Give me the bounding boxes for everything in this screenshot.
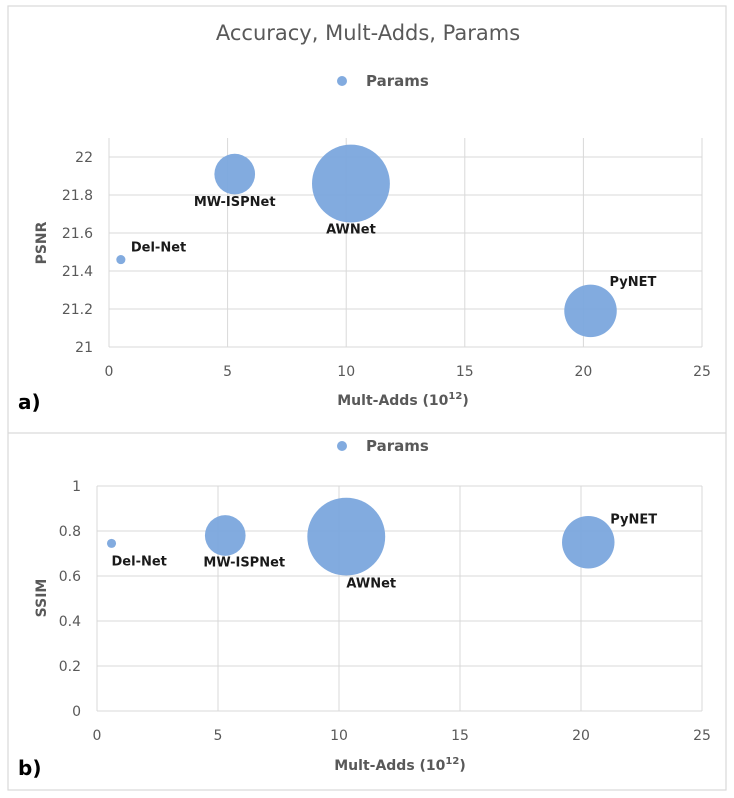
bubble-pynet xyxy=(562,516,615,569)
y-tick-label: 21.6 xyxy=(62,226,93,242)
chart-title: Accuracy, Mult-Adds, Params xyxy=(216,21,520,45)
x-tick-label: 20 xyxy=(572,728,590,744)
bubble-mw-ispnet xyxy=(214,153,256,195)
figure-frame xyxy=(7,5,727,791)
x-axis-label-a: Mult-Adds (1012) xyxy=(337,391,469,409)
bubble-mw-ispnet xyxy=(204,515,246,556)
legend-b-marker xyxy=(337,441,347,451)
bubble-awnet xyxy=(312,144,390,223)
x-tick-label: 10 xyxy=(337,364,355,380)
data-label-awnet: AWNet xyxy=(346,577,396,592)
x-axis-label-b: Mult-Adds (1012) xyxy=(334,756,466,774)
data-label-mw-ispnet: MW-ISPNet xyxy=(194,195,276,210)
x-tick-label: 15 xyxy=(451,728,469,744)
x-tick-label: 0 xyxy=(105,364,114,380)
y-axis-label-b: SSIM xyxy=(34,579,50,618)
x-tick-label: 5 xyxy=(223,364,232,380)
data-label-del-net: Del-Net xyxy=(112,554,167,569)
x-tick-label: 0 xyxy=(93,728,102,744)
y-tick-label: 21 xyxy=(75,340,93,356)
panel-a-tag: a) xyxy=(18,390,41,414)
x-tick-label: 25 xyxy=(693,364,711,380)
data-label-awnet: AWNet xyxy=(326,223,376,238)
data-label-pynet: PyNET xyxy=(610,512,657,527)
y-axis-label-a: PSNR xyxy=(34,221,50,264)
plot-area-a: 21 21.2 21.4 21.6 21.8 22 0 5 10 15 20 25 Del-Net MW-… xyxy=(62,138,711,380)
legend-b-label: Params xyxy=(366,437,429,455)
bubble-awnet xyxy=(307,497,386,576)
bubble-del-net xyxy=(116,255,126,265)
legend-a: Params xyxy=(337,72,429,90)
legend-b: Params xyxy=(337,437,429,455)
legend-a-marker xyxy=(337,76,347,86)
y-tick-label: 21.4 xyxy=(62,264,93,280)
bubble-pynet xyxy=(564,284,617,338)
data-label-pynet: PyNET xyxy=(610,275,657,290)
y-tick-label: 0.6 xyxy=(59,569,81,585)
y-tick-label: 21.2 xyxy=(62,302,93,318)
y-tick-label: 22 xyxy=(75,150,93,166)
y-tick-label: 0.2 xyxy=(59,659,81,675)
data-label-del-net: Del-Net xyxy=(131,241,186,256)
x-tick-label: 5 xyxy=(214,728,223,744)
y-tick-label: 0 xyxy=(72,704,81,720)
x-tick-label: 15 xyxy=(456,364,474,380)
legend-a-label: Params xyxy=(366,72,429,90)
y-tick-label: 0.4 xyxy=(59,614,81,630)
y-tick-label: 0.8 xyxy=(59,524,81,540)
x-tick-label: 10 xyxy=(330,728,348,744)
panel-b-tag: b) xyxy=(18,756,41,780)
y-tick-label: 21.8 xyxy=(62,188,93,204)
bubble-del-net xyxy=(106,538,117,548)
x-tick-label: 20 xyxy=(574,364,592,380)
y-tick-label: 1 xyxy=(72,479,81,495)
x-tick-label: 25 xyxy=(693,728,711,744)
data-label-mw-ispnet: MW-ISPNet xyxy=(203,556,285,571)
